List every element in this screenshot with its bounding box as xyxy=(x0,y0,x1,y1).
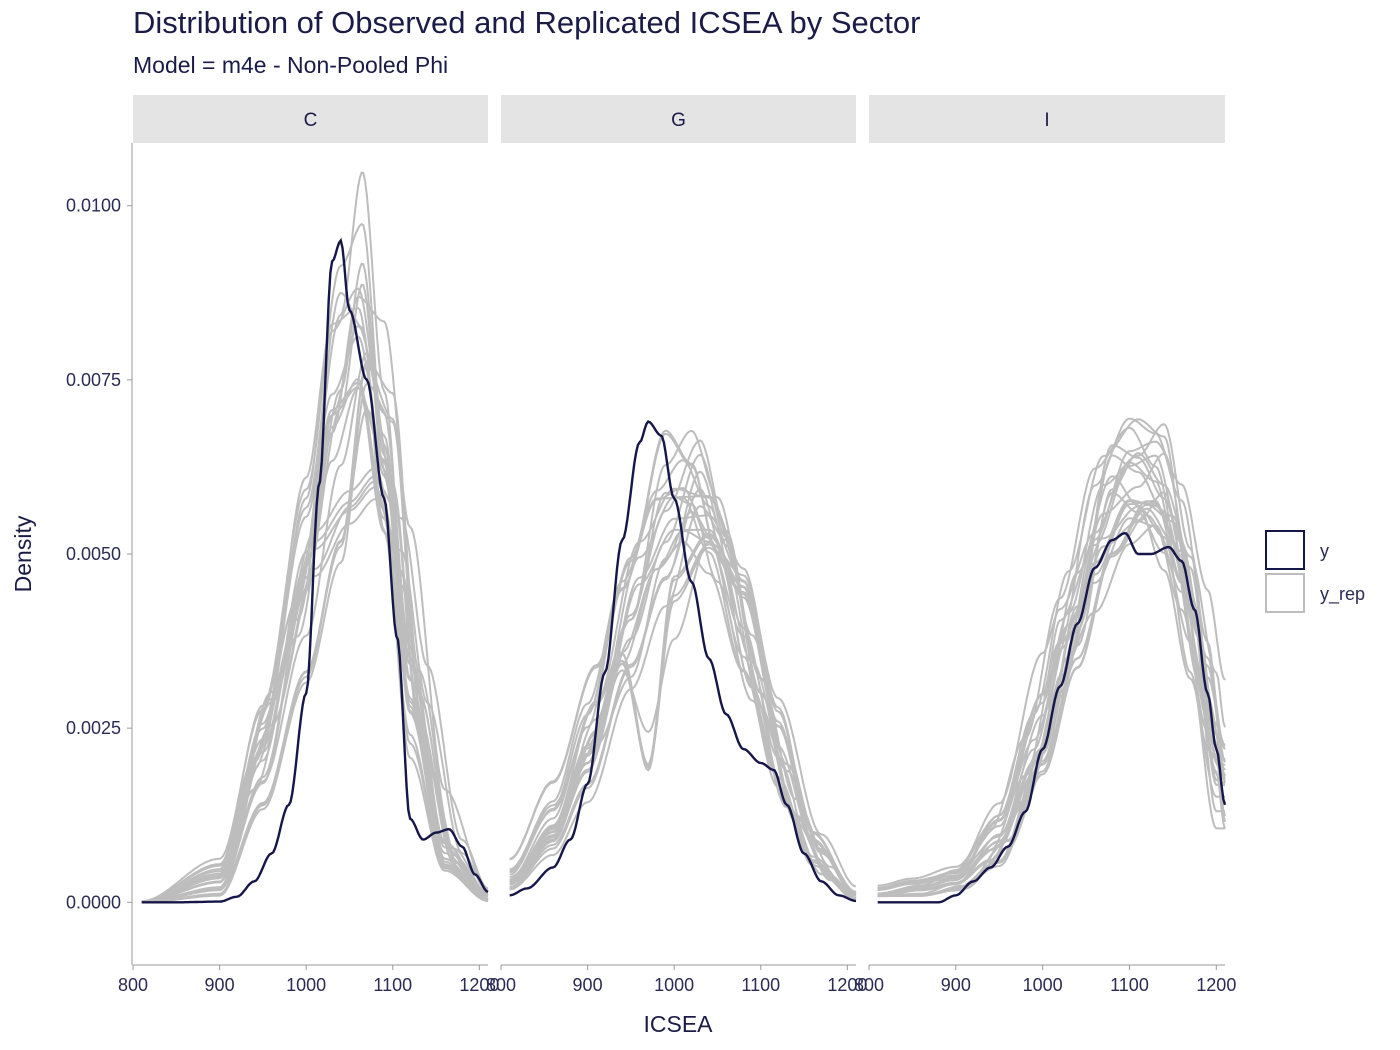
y-rep-curve-g-23 xyxy=(509,429,857,901)
y-axis-title: Density xyxy=(10,515,36,592)
axes xyxy=(131,143,1225,966)
y-rep-curve-c-22 xyxy=(141,171,489,904)
legend-key-y-rep xyxy=(1265,573,1305,613)
facet-panel-g xyxy=(509,420,857,903)
x-tick-label: 1200 xyxy=(827,975,867,995)
series-layer xyxy=(141,171,1227,904)
y-curve-i xyxy=(877,531,1227,904)
x-tick-label: 800 xyxy=(854,975,884,995)
x-tick-label: 1100 xyxy=(1110,975,1149,995)
facet-strip-g xyxy=(501,95,856,143)
x-axis-title: ICSEA xyxy=(643,1011,713,1037)
y-rep-curve-i-22 xyxy=(877,452,1226,890)
y-rep-curve-i-8 xyxy=(877,524,1226,898)
legend: y y_rep xyxy=(1265,530,1365,613)
facet-panel-i xyxy=(877,417,1227,904)
x-tick-label: 1000 xyxy=(654,975,694,995)
y-tick-label: 0.0025 xyxy=(66,718,121,738)
y-rep-curve-i-17 xyxy=(877,505,1225,890)
y-tick-label: 0.0000 xyxy=(66,892,121,912)
y-rep-curve-g-1 xyxy=(509,540,857,899)
y-rep-curve-i-7 xyxy=(877,418,1225,887)
y-rep-curve-g-21 xyxy=(509,486,857,900)
y-rep-curve-c-16 xyxy=(141,386,489,903)
y-rep-curve-g-6 xyxy=(509,459,857,900)
facet-label-c: C xyxy=(304,110,318,131)
chart-subtitle: Model = m4e - Non-Pooled Phi xyxy=(133,52,449,78)
y-rep-curve-c-24 xyxy=(141,408,489,904)
y-rep-curve-i-24 xyxy=(877,454,1226,897)
y-tick-label: 0.0075 xyxy=(66,370,121,390)
y-rep-curve-i-23 xyxy=(877,461,1226,895)
x-tick-label: 800 xyxy=(118,975,148,995)
x-tick-label: 1000 xyxy=(286,975,326,995)
x-tick-label: 1200 xyxy=(1196,975,1236,995)
x-tick-label: 800 xyxy=(486,975,516,995)
facet-panel-c xyxy=(141,171,489,904)
facet-label-i: I xyxy=(1044,110,1049,131)
x-tick-label: 1100 xyxy=(741,975,780,995)
x-tick-label: 1000 xyxy=(1023,975,1063,995)
facet-strips: C G I xyxy=(133,95,1225,143)
y-curve-c xyxy=(141,237,489,904)
y-rep-curve-i-21 xyxy=(877,417,1226,896)
y-rep-curve-g-17 xyxy=(509,505,857,894)
legend-key-y xyxy=(1265,530,1305,570)
y-tick-label: 0.0100 xyxy=(66,196,121,216)
x-tick-label: 900 xyxy=(573,975,603,995)
y-rep-curve-g-15 xyxy=(509,528,857,897)
facet-strip-c xyxy=(133,95,488,143)
y-rep-curve-g-24 xyxy=(509,534,857,896)
legend-label-y-rep: y_rep xyxy=(1320,584,1365,605)
y-tick-label: 0.0050 xyxy=(66,544,121,564)
legend-label-y: y xyxy=(1320,541,1329,561)
y-axis-ticks: 0.0000 0.0025 0.0050 0.0075 0.0100 xyxy=(66,196,132,912)
x-tick-label: 1200 xyxy=(459,975,499,995)
facet-label-g: G xyxy=(671,110,686,131)
chart-title: Distribution of Observed and Replicated … xyxy=(133,5,921,40)
x-tick-label: 900 xyxy=(941,975,971,995)
x-tick-label: 1100 xyxy=(373,975,412,995)
x-tick-label: 900 xyxy=(205,975,235,995)
facet-strip-i xyxy=(869,95,1225,143)
y-curve-g xyxy=(509,420,857,903)
